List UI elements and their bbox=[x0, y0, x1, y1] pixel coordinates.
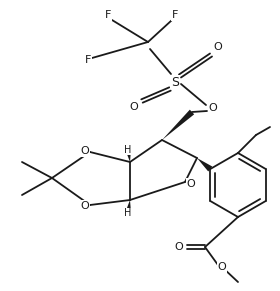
Polygon shape bbox=[125, 200, 131, 214]
Text: O: O bbox=[81, 146, 89, 156]
Text: O: O bbox=[214, 42, 222, 52]
Polygon shape bbox=[197, 158, 212, 171]
Text: F: F bbox=[172, 10, 178, 20]
Text: O: O bbox=[130, 102, 138, 112]
Text: S: S bbox=[171, 75, 179, 88]
Polygon shape bbox=[125, 148, 131, 162]
Text: O: O bbox=[175, 242, 183, 252]
Polygon shape bbox=[162, 110, 194, 140]
Text: O: O bbox=[209, 103, 217, 113]
Text: F: F bbox=[105, 10, 111, 20]
Text: H: H bbox=[124, 145, 132, 155]
Text: O: O bbox=[81, 201, 89, 211]
Text: H: H bbox=[124, 208, 132, 218]
Text: O: O bbox=[218, 262, 226, 272]
Text: F: F bbox=[85, 55, 91, 65]
Text: O: O bbox=[187, 179, 195, 189]
